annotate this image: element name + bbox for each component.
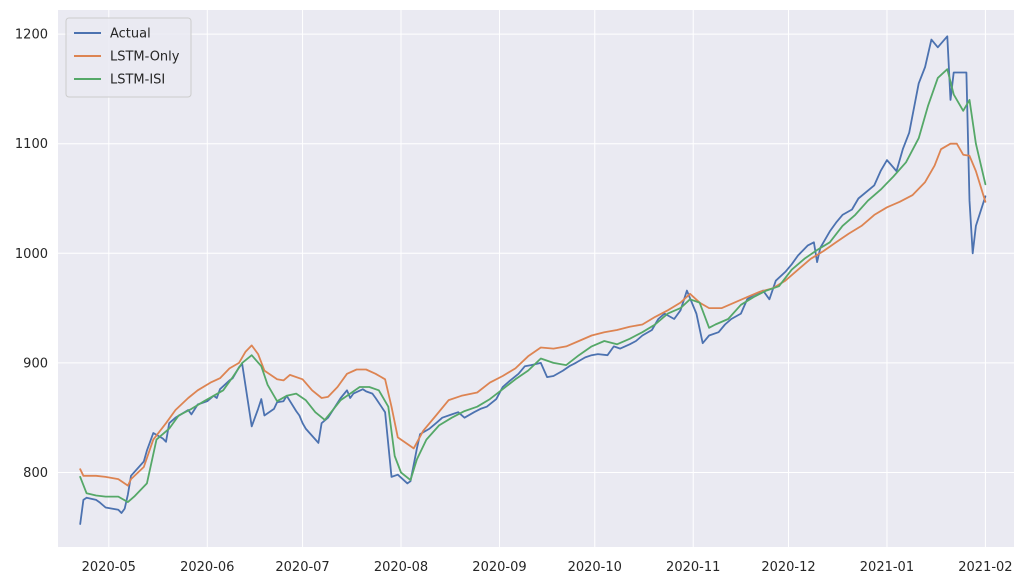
y-tick-label: 1100	[15, 137, 48, 152]
x-tick-label: 2020-11	[666, 560, 720, 575]
series-layer	[79, 35, 987, 525]
series-line-lstm-only	[79, 142, 987, 487]
x-tick-label: 2020-10	[568, 560, 622, 575]
x-tick-label: 2020-12	[761, 560, 815, 575]
legend: Actual LSTM-Only LSTM-ISI	[65, 17, 192, 98]
y-tick-label: 1200	[15, 28, 48, 43]
y-tick-label: 900	[23, 356, 48, 371]
x-tick-label: 2020-06	[180, 560, 234, 575]
x-tick-label: 2021-02	[958, 560, 1012, 575]
x-tick-label: 2020-08	[374, 560, 428, 575]
legend-label-lstm-isi: LSTM-ISI	[110, 73, 165, 88]
y-tick-label: 1000	[15, 247, 48, 262]
legend-box	[65, 17, 192, 98]
y-tick-label: 800	[23, 466, 48, 481]
x-tick-label: 2020-07	[275, 560, 329, 575]
plot-area	[58, 10, 1014, 547]
x-tick-label: 2020-09	[472, 560, 526, 575]
x-tick-label: 2021-01	[860, 560, 914, 575]
series-line-lstm-isi	[79, 68, 987, 503]
legend-label-actual: Actual	[110, 27, 151, 42]
x-tick-label: 2020-05	[82, 560, 136, 575]
legend-label-lstm-only: LSTM-Only	[110, 50, 180, 65]
axis-labels: 800 900 1000 1100 1200 2020-05 2020-06 2020-07 2…	[15, 28, 1013, 575]
